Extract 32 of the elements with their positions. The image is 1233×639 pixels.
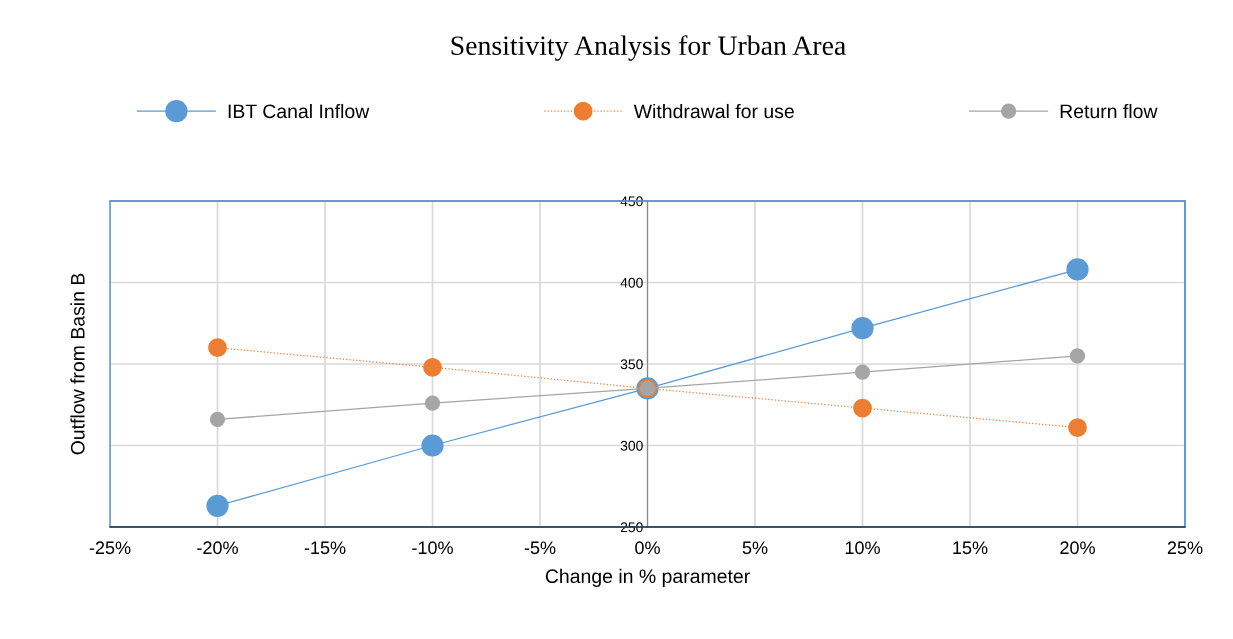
- x-tick-label: -25%: [89, 541, 131, 555]
- x-tick-label: -10%: [412, 541, 453, 555]
- x-tick-label: -5%: [524, 541, 556, 555]
- y-tick-label: 350: [620, 359, 643, 370]
- point: [853, 398, 872, 418]
- point: [1068, 418, 1087, 437]
- x-tick-label: 10%: [845, 541, 880, 555]
- point: [424, 395, 441, 411]
- x-tick-label: -15%: [304, 541, 346, 555]
- y-axis-title: Outflow from Basin B: [70, 273, 85, 455]
- point: [423, 357, 442, 377]
- x-tick-label: 0%: [635, 541, 660, 555]
- point: [1069, 348, 1086, 364]
- point: [851, 317, 874, 340]
- point: [208, 338, 227, 358]
- chart-title: Sensitivity Analysis for Urban Area: [451, 35, 846, 61]
- x-tick-label: 15%: [953, 541, 988, 555]
- y-tick-label: 400: [620, 277, 643, 288]
- legend-label: Withdrawal for use: [633, 103, 794, 119]
- point: [1066, 258, 1089, 281]
- point: [209, 411, 226, 428]
- point: [854, 364, 871, 380]
- x-tick-label: 25%: [1167, 541, 1203, 555]
- x-axis-title: Change in % parameter: [545, 568, 750, 587]
- x-tick-label: 5%: [742, 541, 768, 555]
- point: [421, 434, 444, 457]
- legend-label: Return flow: [1060, 103, 1158, 119]
- x-tick-label: 20%: [1060, 541, 1095, 555]
- legend-label: IBT Canal Inflow: [228, 103, 370, 119]
- x-tick-label: -20%: [197, 541, 238, 555]
- point: [206, 494, 229, 517]
- y-tick-label: 300: [620, 440, 643, 451]
